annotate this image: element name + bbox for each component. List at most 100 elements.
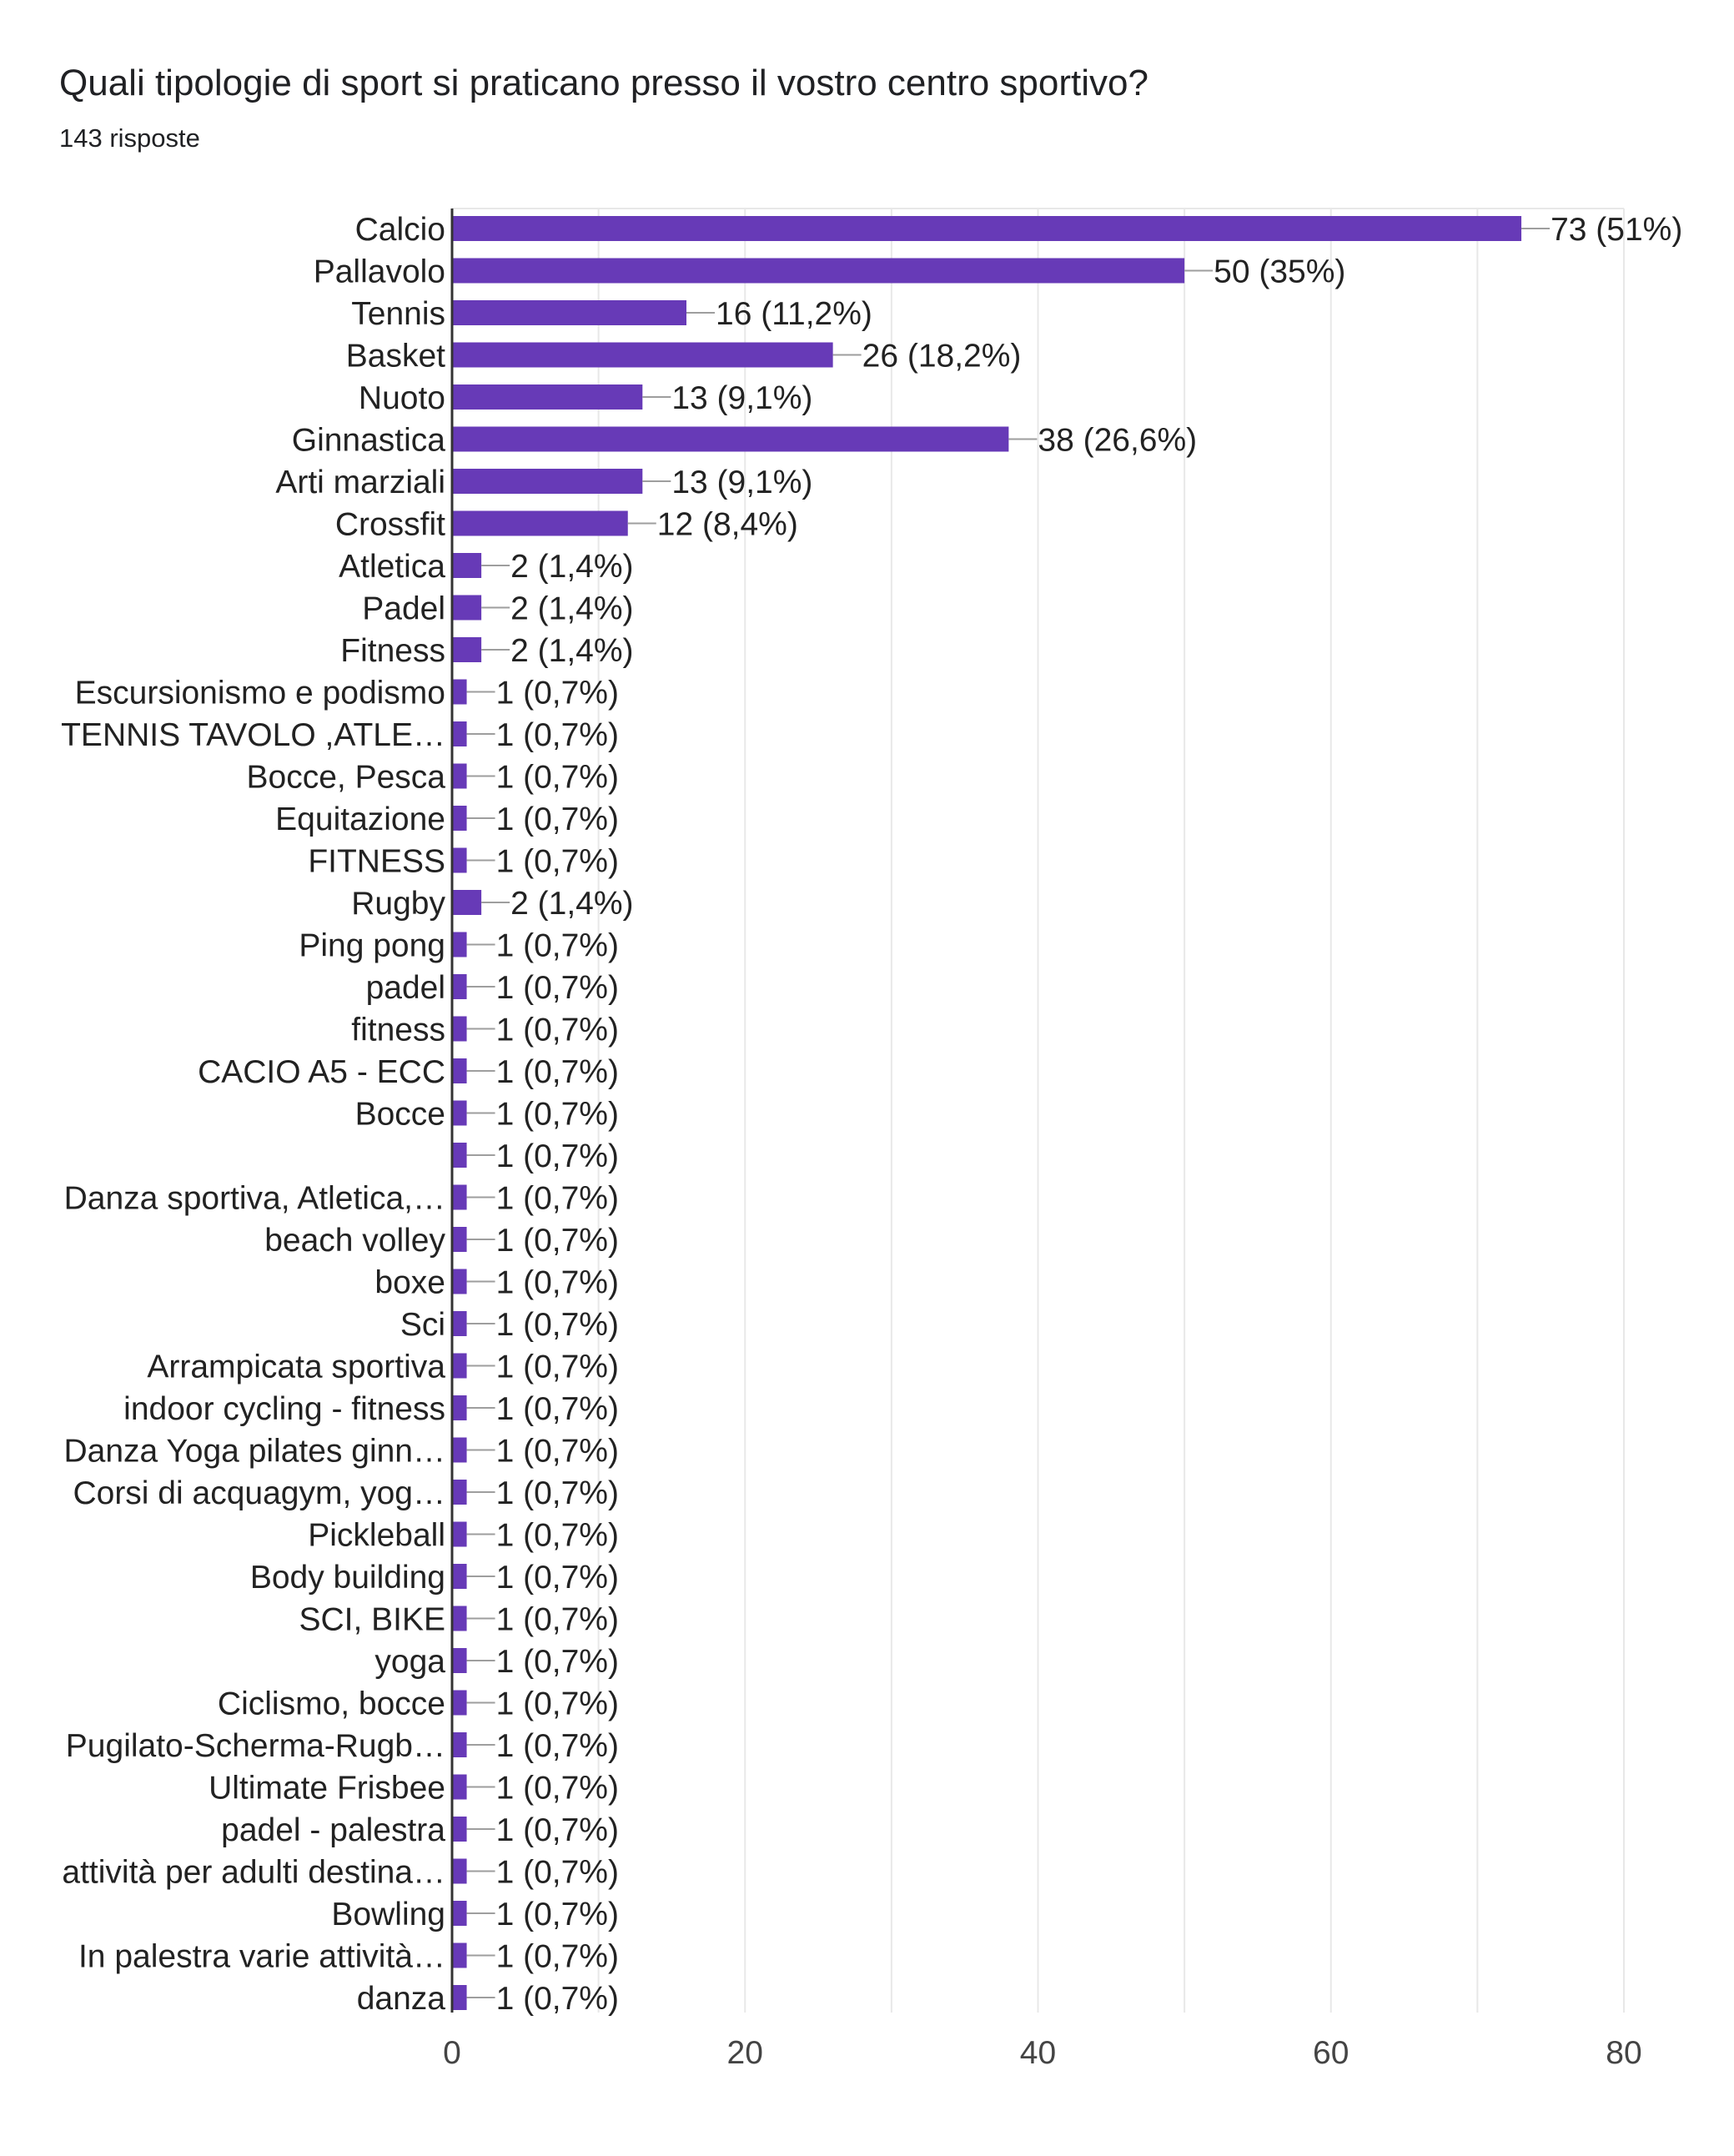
bar bbox=[452, 637, 482, 662]
category-label: fitness bbox=[351, 1013, 445, 1048]
category-label: Pallavolo bbox=[314, 254, 445, 290]
data-label: 1 (0,7%) bbox=[496, 760, 619, 796]
response-count: 143 risposte bbox=[59, 123, 200, 153]
category-label: padel - palestra bbox=[221, 1812, 445, 1848]
bar bbox=[452, 974, 467, 999]
category-label: Pugilato-Scherma-Rugb… bbox=[66, 1728, 445, 1764]
data-label: 73 (51%) bbox=[1551, 212, 1682, 248]
bar bbox=[452, 932, 467, 957]
bar bbox=[452, 510, 628, 536]
category-label: Body building bbox=[250, 1560, 445, 1596]
data-label: 1 (0,7%) bbox=[496, 1644, 619, 1680]
category-label: Bocce, Pesca bbox=[247, 760, 446, 796]
data-label: 1 (0,7%) bbox=[496, 1307, 619, 1343]
bar bbox=[452, 1774, 467, 1800]
bar bbox=[452, 721, 467, 746]
category-label: Ultimate Frisbee bbox=[209, 1771, 445, 1807]
category-label: CACIO A5 - ECC bbox=[198, 1054, 445, 1090]
bar bbox=[452, 595, 482, 621]
data-label: 1 (0,7%) bbox=[496, 1812, 619, 1848]
category-label: Bocce bbox=[355, 1097, 445, 1133]
bar bbox=[452, 1901, 467, 1926]
data-label: 1 (0,7%) bbox=[496, 1560, 619, 1596]
data-label: 1 (0,7%) bbox=[496, 1686, 619, 1722]
category-label: Atletica bbox=[339, 549, 445, 585]
data-label: 1 (0,7%) bbox=[496, 1939, 619, 1975]
data-label: 1 (0,7%) bbox=[496, 1138, 619, 1174]
category-label: Basket bbox=[346, 339, 445, 374]
bar bbox=[452, 1184, 467, 1210]
data-label: 1 (0,7%) bbox=[496, 1434, 619, 1470]
data-label: 1 (0,7%) bbox=[496, 844, 619, 880]
data-label: 1 (0,7%) bbox=[496, 1391, 619, 1427]
bar bbox=[452, 216, 1522, 241]
data-label: 2 (1,4%) bbox=[510, 633, 633, 669]
data-label: 50 (35%) bbox=[1214, 254, 1345, 290]
bar-layer bbox=[452, 216, 1522, 2010]
category-label: Equitazione bbox=[275, 802, 445, 837]
bar bbox=[452, 806, 467, 831]
bar bbox=[452, 1690, 467, 1716]
data-label: 1 (0,7%) bbox=[496, 1223, 619, 1259]
bar bbox=[452, 1437, 467, 1463]
bar bbox=[452, 1100, 467, 1126]
bar bbox=[452, 1395, 467, 1420]
data-label: 1 (0,7%) bbox=[496, 1265, 619, 1301]
label-layer: 73 (51%) Calcio 50 (35%) Pallavolo 16 (11,2%… bbox=[61, 212, 1682, 2017]
bar bbox=[452, 1858, 467, 1884]
data-label: 1 (0,7%) bbox=[496, 1475, 619, 1511]
category-label: Ginnastica bbox=[292, 423, 446, 459]
bar bbox=[452, 300, 686, 325]
data-label: 2 (1,4%) bbox=[510, 886, 633, 922]
data-label: 1 (0,7%) bbox=[496, 717, 619, 753]
x-tick-label: 80 bbox=[1606, 2035, 1641, 2071]
data-label: 1 (0,7%) bbox=[496, 676, 619, 711]
data-label: 1 (0,7%) bbox=[496, 1349, 619, 1385]
data-label: 1 (0,7%) bbox=[496, 1518, 619, 1554]
category-label: indoor cycling - fitness bbox=[123, 1391, 445, 1427]
bar bbox=[452, 1016, 467, 1042]
category-label: Ping pong bbox=[299, 928, 445, 964]
category-label: boxe bbox=[374, 1265, 445, 1301]
category-label: danza bbox=[357, 1981, 446, 2017]
data-label: 1 (0,7%) bbox=[496, 1054, 619, 1090]
bar bbox=[452, 1353, 467, 1379]
bar bbox=[452, 1521, 467, 1547]
bar bbox=[452, 1480, 467, 1505]
data-label: 38 (26,6%) bbox=[1038, 423, 1197, 459]
bar bbox=[452, 426, 1009, 452]
category-label: Sci bbox=[400, 1307, 445, 1343]
category-label: Padel bbox=[362, 591, 445, 627]
bar bbox=[452, 1311, 467, 1336]
data-label: 1 (0,7%) bbox=[496, 970, 619, 1006]
category-label: padel bbox=[366, 970, 445, 1006]
data-label: 1 (0,7%) bbox=[496, 1181, 619, 1217]
data-label: 16 (11,2%) bbox=[716, 296, 872, 332]
data-label: 13 (9,1%) bbox=[671, 380, 812, 416]
axis-layer: 0 20 40 60 80 bbox=[443, 209, 1642, 2071]
data-label: 1 (0,7%) bbox=[496, 1602, 619, 1638]
bar bbox=[452, 1143, 467, 1168]
bar bbox=[452, 1985, 467, 2010]
category-label: Escursionismo e podismo bbox=[75, 676, 445, 711]
bar bbox=[452, 553, 482, 578]
category-label: yoga bbox=[374, 1644, 445, 1680]
data-label: 26 (18,2%) bbox=[862, 339, 1022, 374]
data-label: 1 (0,7%) bbox=[496, 802, 619, 837]
data-label: 1 (0,7%) bbox=[496, 1097, 619, 1133]
category-label: Rugby bbox=[351, 886, 445, 922]
data-label: 13 (9,1%) bbox=[671, 465, 812, 500]
data-label: 1 (0,7%) bbox=[496, 1855, 619, 1891]
category-label: Danza sportiva, Atletica,… bbox=[64, 1181, 445, 1217]
category-label: Calcio bbox=[355, 212, 445, 248]
bar bbox=[452, 1564, 467, 1589]
data-label: 2 (1,4%) bbox=[510, 591, 633, 627]
category-label: beach volley bbox=[264, 1223, 445, 1259]
bar bbox=[452, 763, 467, 789]
bar bbox=[452, 469, 643, 494]
category-label: Ciclismo, bocce bbox=[218, 1686, 445, 1722]
category-label: Arrampicata sportiva bbox=[147, 1349, 445, 1385]
category-label: TENNIS TAVOLO ,ATLE… bbox=[61, 717, 445, 753]
bar bbox=[452, 847, 467, 873]
bar bbox=[452, 1942, 467, 1968]
